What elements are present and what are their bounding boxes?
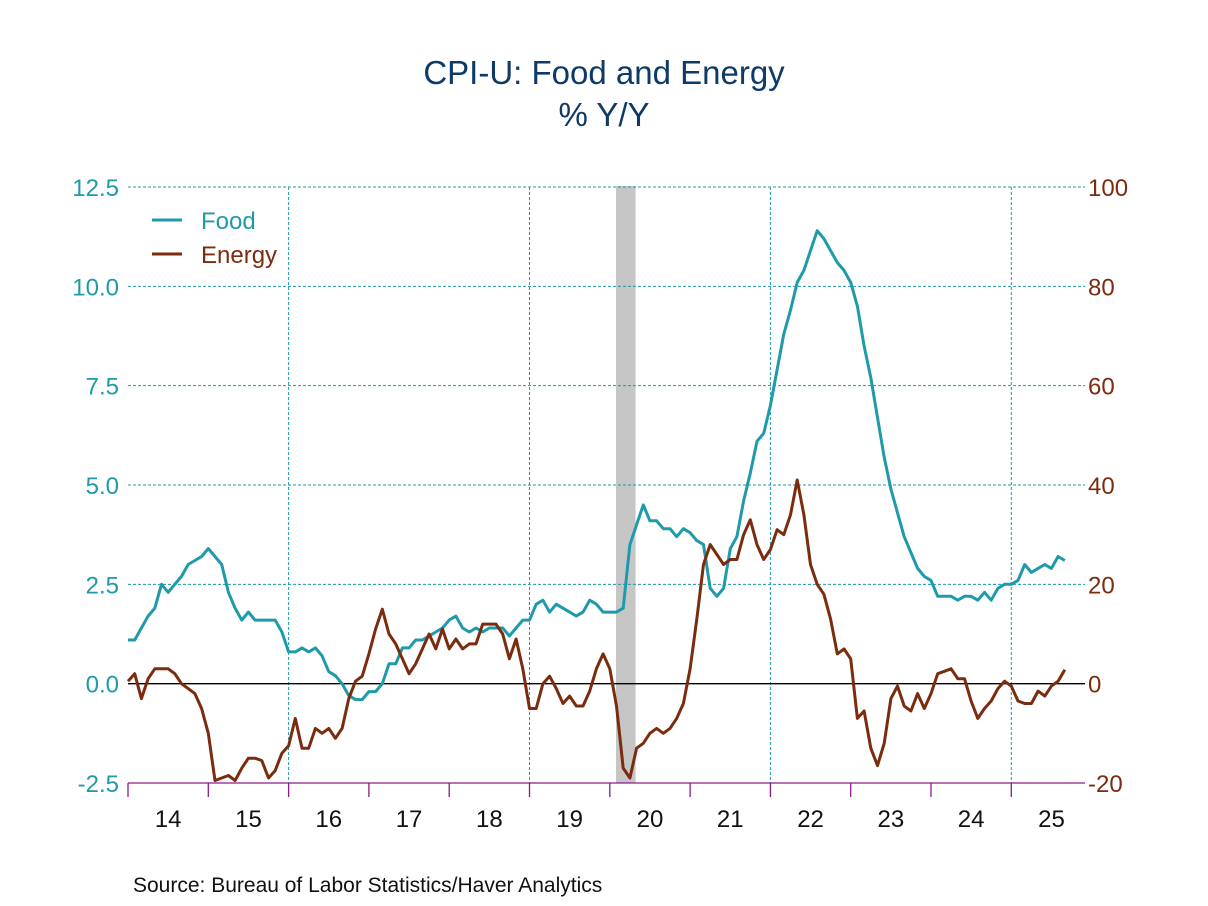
source-note: Source: Bureau of Labor Statistics/Haver… — [133, 874, 603, 897]
chart-title: CPI-U: Food and Energy — [423, 54, 785, 91]
x-tick-label: 20 — [637, 806, 664, 833]
x-tick-label: 22 — [797, 806, 824, 833]
left-y-tick-label: 7.5 — [86, 374, 119, 401]
left-y-tick-label: 10.0 — [72, 274, 119, 301]
right-y-tick-label: 40 — [1088, 473, 1115, 500]
legend-label-energy: Energy — [201, 242, 277, 269]
left-y-tick-label: 12.5 — [72, 175, 119, 202]
x-tick-label: 19 — [556, 806, 583, 833]
left-y-tick-label: 2.5 — [86, 572, 119, 599]
series-line-food — [128, 229, 1066, 702]
left-y-tick-label: 0.0 — [86, 672, 119, 699]
x-tick-label: 25 — [1038, 806, 1065, 833]
right-y-tick-label: 0 — [1088, 672, 1101, 699]
x-tick-label: 15 — [235, 806, 262, 833]
legend-label-food: Food — [201, 208, 256, 235]
right-y-tick-label: 80 — [1088, 274, 1115, 301]
x-tick-label: 17 — [396, 806, 423, 833]
left-y-tick-label: 5.0 — [86, 473, 119, 500]
right-y-tick-label: 20 — [1088, 572, 1115, 599]
right-y-tick-label: -20 — [1088, 771, 1123, 798]
chart-subtitle: % Y/Y — [558, 96, 650, 133]
right-y-tick-label: 60 — [1088, 374, 1115, 401]
x-tick-label: 24 — [958, 806, 985, 833]
x-tick-label: 18 — [476, 806, 503, 833]
x-tick-label: 23 — [877, 806, 904, 833]
right-y-tick-label: 100 — [1088, 175, 1128, 202]
x-tick-label: 16 — [315, 806, 342, 833]
series-line-energy — [126, 478, 1067, 782]
left-y-tick-label: -2.5 — [78, 771, 119, 798]
x-tick-label: 14 — [155, 806, 182, 833]
x-tick-label: 21 — [717, 806, 744, 833]
